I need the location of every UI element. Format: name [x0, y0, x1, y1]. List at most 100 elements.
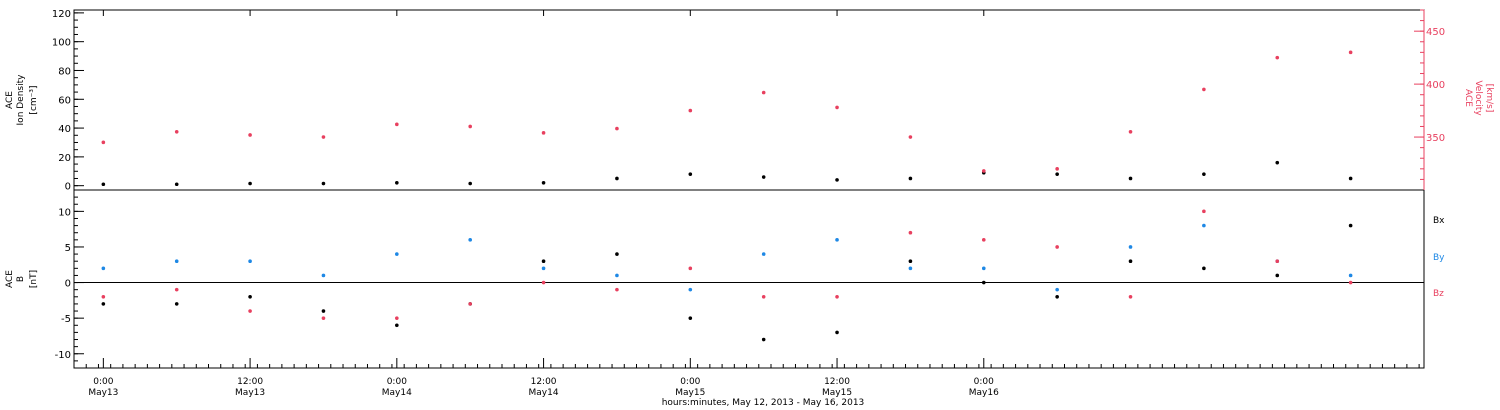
data-point — [761, 175, 766, 179]
top-left-tick-label: 0 — [65, 182, 71, 193]
data-point — [1202, 87, 1206, 92]
top-left-ylabel: ACE Ion Density [cm⁻³] — [5, 74, 39, 126]
series-bz — [101, 209, 1353, 320]
data-point — [248, 133, 252, 137]
data-point — [1275, 259, 1280, 264]
data-point — [688, 108, 693, 113]
top-right-tick-label: 350 — [1426, 133, 1445, 144]
data-point — [395, 323, 399, 328]
data-point — [321, 309, 326, 313]
data-point — [101, 140, 106, 145]
data-point — [395, 316, 399, 320]
legend-bz: Bz — [1433, 289, 1444, 299]
top-left-tick-label: 80 — [58, 66, 71, 77]
top-left-y-ticks: 0 20 40 60 80 100 120 — [52, 9, 84, 193]
data-point — [248, 181, 252, 186]
top-right-ylabel-line-3: [km/s] — [1484, 84, 1494, 113]
x-tick-label: 0:00 — [974, 377, 994, 387]
data-point — [835, 105, 839, 110]
data-point — [835, 295, 839, 299]
bottom-left-y-ticks: -10 -5 0 5 10 — [55, 196, 84, 369]
legend: Bx By Bz — [1433, 216, 1445, 299]
bottom-panel-frame — [73, 189, 1425, 369]
data-point — [541, 181, 546, 185]
data-point — [1128, 245, 1133, 249]
data-point — [101, 266, 106, 271]
data-point — [468, 124, 472, 129]
top-right-ylabel-line-2: Velocity — [1473, 80, 1483, 116]
data-point — [908, 266, 913, 271]
data-point — [248, 259, 252, 264]
bottom-left-tick-label: 0 — [65, 279, 71, 290]
x-tick-date: May13 — [235, 388, 265, 398]
data-point — [688, 172, 693, 176]
data-point — [615, 252, 619, 256]
data-point — [908, 135, 913, 139]
data-point — [541, 131, 546, 135]
series-velocity — [101, 50, 1353, 173]
top-left-tick-label: 100 — [52, 38, 71, 49]
data-point — [835, 238, 839, 242]
data-point — [468, 238, 472, 242]
top-left-tick-label: 20 — [58, 153, 71, 164]
data-point — [321, 316, 326, 320]
data-point — [688, 266, 693, 271]
data-point — [1348, 280, 1353, 285]
data-point — [541, 266, 546, 271]
data-point — [615, 287, 619, 292]
data-point — [1275, 55, 1280, 60]
bottom-left-ylabel: ACE B [nT] — [5, 270, 39, 288]
x-ticks: 0:00May1312:00May130:00May1412:00May140:… — [73, 10, 1420, 398]
data-point — [1055, 245, 1059, 249]
data-point — [1128, 295, 1133, 299]
top-right-ylabel-line-1: ACE — [1463, 89, 1473, 107]
data-point — [321, 135, 326, 139]
x-tick-label: 12:00 — [531, 377, 557, 387]
data-point — [395, 122, 399, 127]
data-point — [981, 169, 986, 173]
data-point — [1348, 176, 1353, 181]
data-point — [615, 273, 619, 278]
bottom-left-tick-label: -10 — [55, 350, 71, 361]
x-tick-label: 12:00 — [824, 377, 850, 387]
data-point — [1348, 273, 1353, 278]
data-point — [1055, 172, 1059, 176]
bottom-left-ylabel-line-1: ACE — [5, 270, 15, 288]
data-point — [761, 337, 766, 342]
bottom-left-tick-label: -5 — [61, 314, 71, 325]
data-point — [1348, 223, 1353, 228]
x-axis-title: hours:minutes, May 12, 2013 - May 16, 20… — [662, 398, 865, 408]
data-point — [835, 178, 839, 182]
data-point — [908, 176, 913, 181]
x-tick-label: 12:00 — [237, 377, 263, 387]
bottom-left-ylabel-line-3: [nT] — [29, 270, 39, 288]
data-point — [1128, 259, 1133, 264]
data-point — [174, 287, 179, 292]
top-right-tick-label: 450 — [1426, 27, 1445, 38]
data-point — [468, 181, 472, 186]
data-point — [981, 238, 986, 242]
data-point — [174, 302, 179, 306]
top-left-ylabel-line-1: ACE — [5, 91, 15, 109]
data-point — [174, 259, 179, 264]
top-right-tick-label: 400 — [1426, 80, 1445, 91]
top-panel-frame — [73, 9, 1425, 191]
data-point — [248, 295, 252, 299]
data-point — [688, 316, 693, 320]
data-point — [101, 182, 106, 187]
bottom-left-tick-label: 10 — [58, 207, 71, 218]
data-point — [908, 230, 913, 235]
series-by — [101, 223, 1353, 292]
data-point — [101, 302, 106, 306]
data-point — [1202, 223, 1206, 228]
legend-by: By — [1433, 253, 1445, 263]
x-tick-label: 0:00 — [93, 377, 113, 387]
data-point — [1055, 167, 1059, 171]
top-left-tick-label: 120 — [52, 9, 71, 20]
data-point — [615, 176, 619, 181]
x-tick-date: May14 — [382, 388, 412, 398]
data-point — [1055, 287, 1059, 292]
bottom-panel-series — [101, 209, 1353, 342]
data-point — [1055, 295, 1059, 299]
